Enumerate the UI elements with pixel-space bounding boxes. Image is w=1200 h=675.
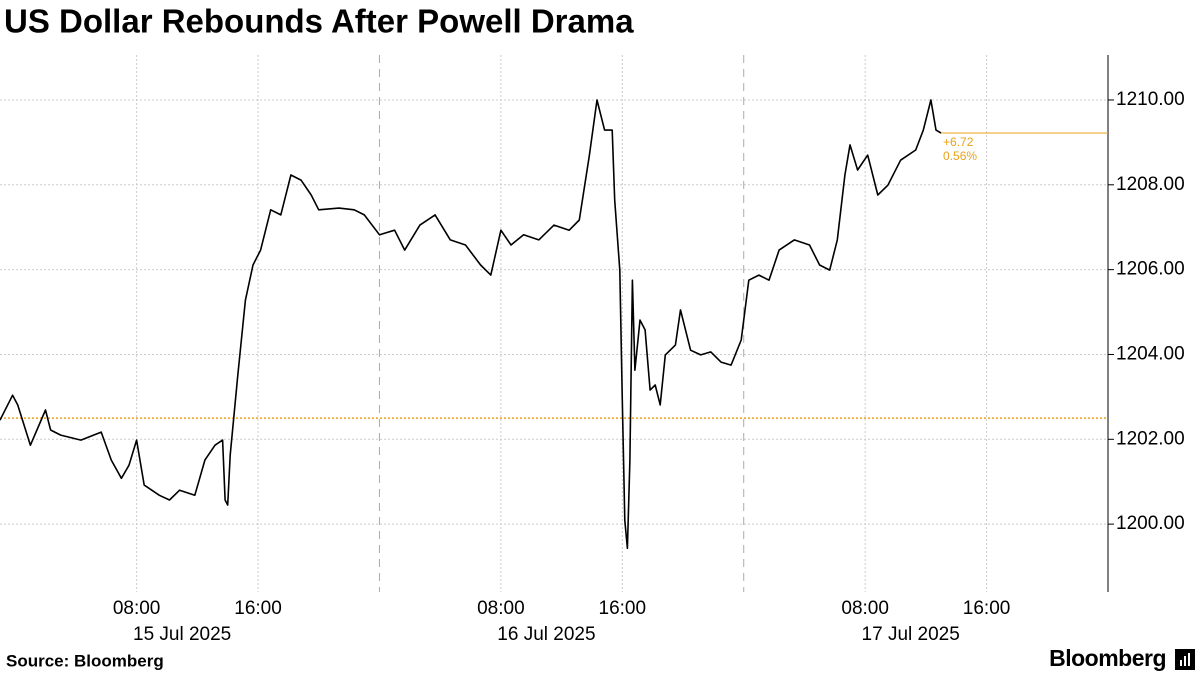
price-line [0,99,942,550]
x-date-label: 17 Jul 2025 [862,624,960,645]
x-tick-label: 16:00 [234,598,282,619]
y-tick-label: 1204.00 [1116,343,1185,364]
y-tick-label: 1210.00 [1116,89,1185,110]
chart-title: US Dollar Rebounds After Powell Drama [4,3,634,40]
x-tick-label: 16:00 [599,598,647,619]
x-date-label: 15 Jul 2025 [133,624,231,645]
y-tick-label: 1206.00 [1116,259,1185,280]
y-tick-label: 1202.00 [1116,428,1185,449]
annotation: 0.56% [943,149,977,163]
x-date-label: 16 Jul 2025 [497,624,595,645]
y-tick-label: 1208.00 [1116,174,1185,195]
logo-text: Bloomberg [1049,645,1166,671]
x-tick-label: 08:00 [113,598,161,619]
annotation: +6.72 [943,135,974,149]
y-tick-label: 1200.00 [1116,513,1185,534]
x-tick-label: 16:00 [963,598,1011,619]
logo-icon [1175,649,1195,670]
x-tick-label: 08:00 [477,598,525,619]
source: Source: Bloomberg [6,651,164,670]
x-tick-label: 08:00 [841,598,889,619]
